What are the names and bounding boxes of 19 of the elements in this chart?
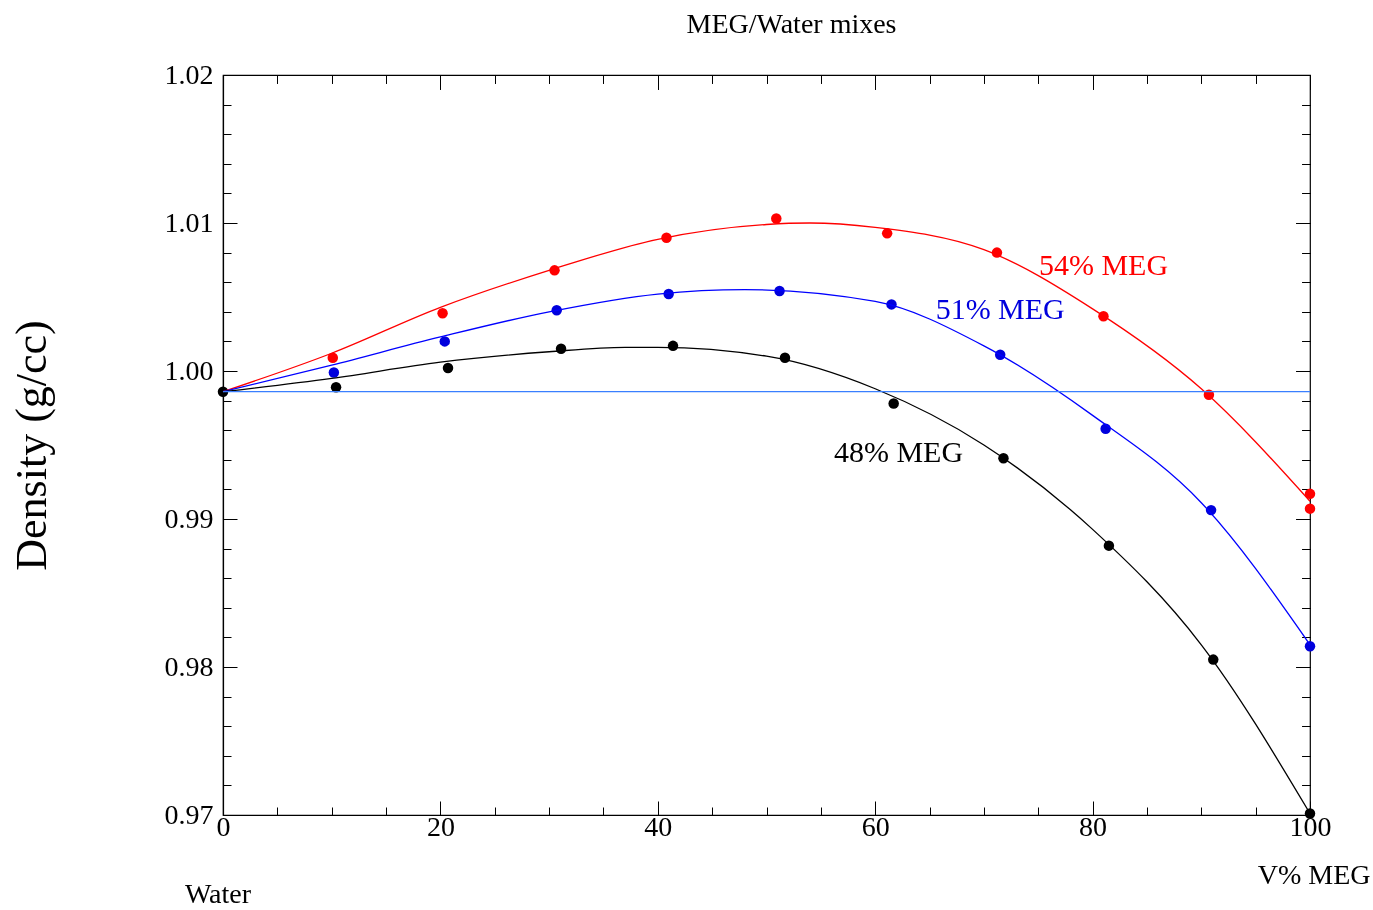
x-axis-title: V% MEG <box>1257 858 1371 890</box>
y-axis-title: Density (g/cc) <box>6 320 56 571</box>
y-tick-label: 1.00 <box>164 354 214 386</box>
y-tick-label: 0.98 <box>164 650 214 682</box>
series-label: 48% MEG <box>833 435 964 469</box>
y-tick-label: 0.97 <box>164 798 214 830</box>
text: Water <box>184 878 252 909</box>
x-tick-label: 40 <box>644 810 673 842</box>
y-tick-label: 1.02 <box>164 58 214 90</box>
series-label: 51% MEG <box>935 291 1065 325</box>
x-tick-label: 20 <box>426 810 455 842</box>
y-tick-label: 1.01 <box>164 206 214 238</box>
x-tick-label: 60 <box>861 810 890 842</box>
x-tick-label: 0 <box>216 810 231 842</box>
chart-title: MEG/Water mixes <box>686 8 897 39</box>
series-label: 54% MEG <box>1038 248 1169 282</box>
x-tick-label: 100 <box>1289 810 1332 842</box>
x-tick-label: 80 <box>1079 810 1108 842</box>
y-tick-label: 0.99 <box>164 502 214 534</box>
